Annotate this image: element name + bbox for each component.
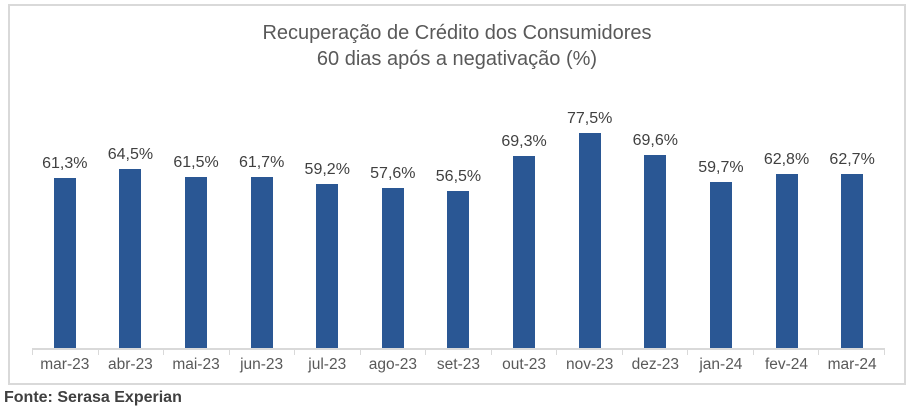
x-axis-label: set-23 <box>436 356 480 373</box>
x-axis-label: dez-23 <box>631 356 679 373</box>
bar-column: 61,3% <box>32 70 98 348</box>
bar <box>316 183 339 348</box>
axis-tick <box>623 350 689 355</box>
x-axis-label: nov-23 <box>565 356 614 373</box>
bar-value-label: 61,3% <box>42 155 88 172</box>
bar-value-label: 59,7% <box>698 159 744 177</box>
source-note: Fonte: Serasa Experian <box>4 389 182 406</box>
axis-tick <box>230 350 296 355</box>
axis-tick <box>99 350 165 355</box>
x-axis-label: ago-23 <box>368 356 417 373</box>
bar-value-label: 64,5% <box>107 146 154 164</box>
bar-column: 59,7% <box>688 70 754 348</box>
axis-tick <box>688 350 754 355</box>
axis-tick <box>164 350 230 355</box>
bar <box>447 191 470 348</box>
x-axis-label: jun-23 <box>240 356 284 373</box>
bar-column: 56,5% <box>426 70 492 348</box>
axis-tick <box>754 350 820 355</box>
bar-value-label: 77,5% <box>566 110 613 127</box>
bar <box>644 154 667 348</box>
x-axis-ticks <box>32 350 885 355</box>
axis-tick <box>492 350 558 355</box>
bar-column: 57,6% <box>360 70 426 348</box>
bar-column: 61,5% <box>163 70 229 348</box>
plot-area: 61,3% 64,5% 61,5% 61,7% 59,2% 57,6% 56,5% 69,3%… <box>32 70 885 350</box>
x-axis-label: out-23 <box>502 356 547 373</box>
axis-tick <box>361 350 427 355</box>
bar-column: 77,5% <box>557 70 623 348</box>
x-axis-label: mar-24 <box>827 356 877 373</box>
bar <box>775 173 798 348</box>
axis-tick <box>32 350 99 355</box>
bar <box>119 169 142 348</box>
bar-column: 64,5% <box>98 70 164 348</box>
bar <box>250 176 273 348</box>
bar-value-label: 56,5% <box>435 168 482 186</box>
axis-tick <box>557 350 623 355</box>
chart-title-line2: 60 dias após a negativação (%) <box>316 48 598 70</box>
bar-column: 69,6% <box>622 70 688 348</box>
chart-frame: Recuperação de Crédito dos Consumidores … <box>8 4 906 385</box>
x-axis-label: mar-23 <box>40 356 90 373</box>
x-axis-label: abr-23 <box>108 356 153 373</box>
bar-value-label: 57,6% <box>370 165 416 183</box>
x-axis-labels: mar-23 abr-23 mai-23 jun-23 jul-23 ago-23 set-… <box>32 356 885 374</box>
axis-tick <box>819 350 885 355</box>
bar-column: 62,7% <box>819 70 885 348</box>
bar <box>185 177 208 348</box>
bar <box>381 188 404 348</box>
x-axis-label: fev-24 <box>764 356 809 373</box>
bar <box>53 178 76 348</box>
bar <box>841 174 864 348</box>
bar <box>513 155 536 348</box>
bar-column: 61,7% <box>229 70 295 348</box>
bar-value-label: 62,8% <box>763 150 810 168</box>
bar-column: 62,8% <box>754 70 820 348</box>
bar-value-label: 69,3% <box>501 132 547 150</box>
chart-title-line1: Recuperação de Crédito dos Consumidores <box>262 22 652 44</box>
axis-tick <box>295 350 361 355</box>
axis-tick <box>426 350 492 355</box>
bar-value-label: 59,2% <box>304 160 350 178</box>
chart-title: Recuperação de Crédito dos Consumidores … <box>10 20 904 72</box>
x-axis-label: jul-23 <box>308 356 347 373</box>
x-axis-label: jan-24 <box>699 356 743 373</box>
bar-value-label: 61,5% <box>173 154 219 172</box>
bar-column: 59,2% <box>294 70 360 348</box>
bar-value-label: 62,7% <box>829 151 875 169</box>
bar <box>578 133 601 348</box>
bar-value-label: 61,7% <box>238 153 285 171</box>
x-axis-label: mai-23 <box>172 356 220 373</box>
bar-value-label: 69,6% <box>632 131 678 149</box>
bar-column: 69,3% <box>491 70 557 348</box>
bar <box>709 182 732 348</box>
